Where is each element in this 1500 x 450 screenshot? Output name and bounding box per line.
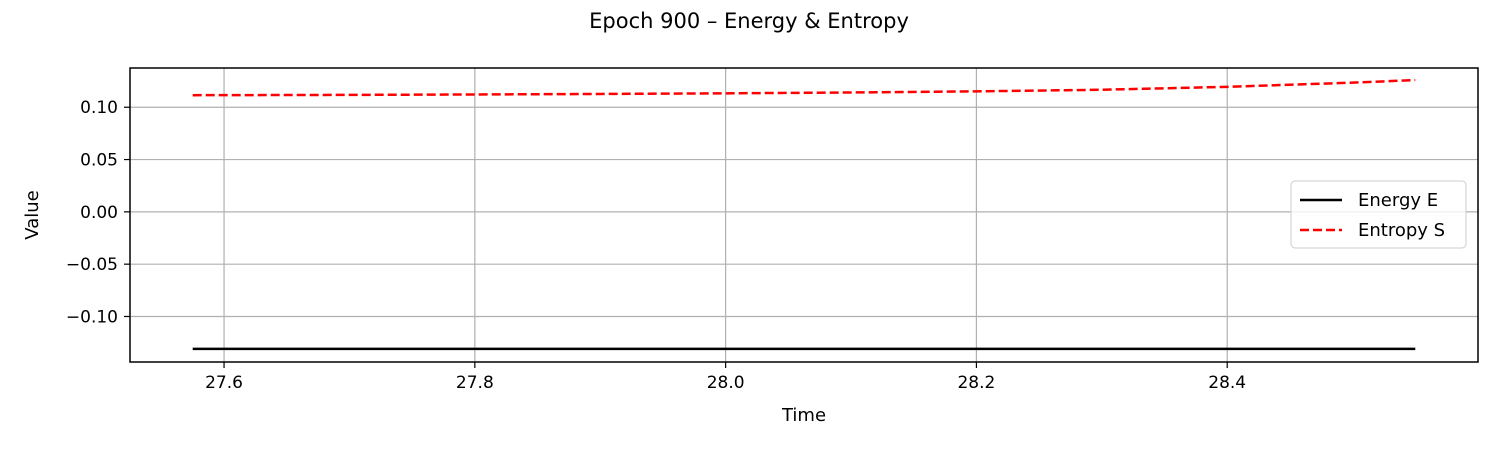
x-tick-label: 28.2 bbox=[957, 373, 995, 393]
y-axis-title: Value bbox=[22, 190, 43, 239]
x-tick-label: 27.8 bbox=[456, 373, 494, 393]
series-lines bbox=[192, 78, 1416, 351]
x-axis-ticks: 27.6 27.8 28.0 28.2 28.4 bbox=[205, 362, 1246, 393]
grid-lines bbox=[130, 68, 1478, 362]
legend-label-energy: Energy E bbox=[1358, 190, 1438, 211]
y-tick-label: 0.10 bbox=[80, 98, 118, 118]
legend-label-entropy: Entropy S bbox=[1358, 220, 1445, 241]
x-axis-title: Time bbox=[781, 405, 826, 426]
plot-frame bbox=[129, 67, 1479, 363]
series-line-entropy-s bbox=[192, 78, 1416, 97]
y-tick-label: −0.05 bbox=[66, 255, 118, 275]
chart-title: Epoch 900 – Energy & Entropy bbox=[589, 9, 909, 33]
y-tick-label: −0.10 bbox=[66, 307, 118, 327]
y-axis-ticks: 0.10 0.05 0.00 −0.05 −0.10 bbox=[66, 98, 130, 327]
x-tick-label: 28.4 bbox=[1208, 373, 1246, 393]
x-tick-label: 27.6 bbox=[205, 373, 243, 393]
y-tick-label: 0.05 bbox=[80, 151, 118, 171]
y-tick-label: 0.00 bbox=[80, 203, 118, 223]
x-tick-label: 28.0 bbox=[707, 373, 745, 393]
legend: Energy E Entropy S bbox=[1290, 180, 1467, 249]
